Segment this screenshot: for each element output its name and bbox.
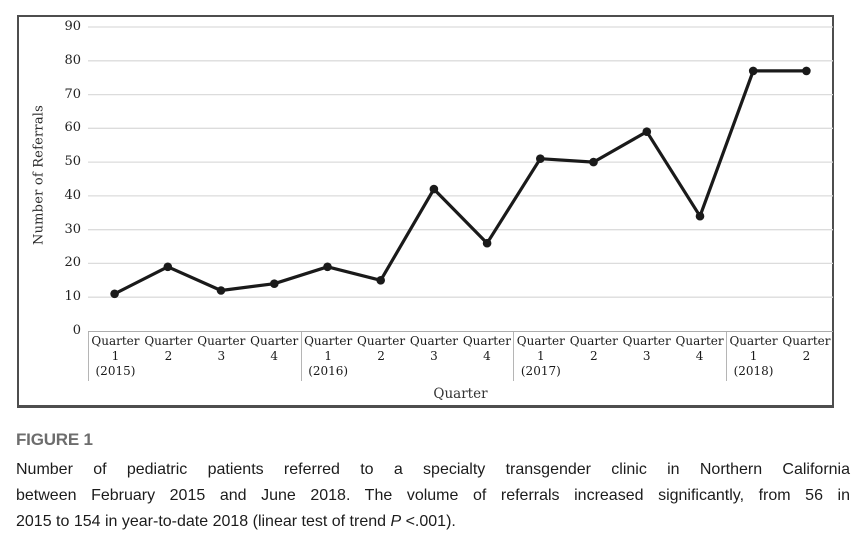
data-point <box>802 66 811 76</box>
data-point <box>216 286 226 295</box>
x-tick-line: Quarter <box>144 334 193 348</box>
x-tick-cell: Quarter 4 <box>460 332 513 381</box>
figure-caption-label: FIGURE 1 <box>16 430 93 449</box>
data-point <box>163 262 173 272</box>
caption-line-3: 2015 to 154 in year-to-date 2018 (linear… <box>16 512 456 530</box>
data-point <box>589 157 598 167</box>
x-tick-cell: Quarter 1 (2018) <box>726 332 780 381</box>
x-tick-line: Quarter <box>782 334 831 348</box>
x-tick-line: 1 <box>749 349 758 363</box>
y-tick-label: 40 <box>64 187 81 203</box>
data-point <box>642 127 652 136</box>
data-point <box>695 211 705 221</box>
figure-caption: FIGURE 1 Number of pediatric patients re… <box>16 430 850 534</box>
x-tick-cell: Quarter 2 <box>142 332 195 381</box>
caption-line-1: Number of pediatric patients referred to… <box>16 461 850 478</box>
x-tick-line: (2016) <box>308 364 349 378</box>
x-tick-cell: Quarter 4 <box>673 332 726 381</box>
x-tick-line: 4 <box>695 349 704 363</box>
data-point <box>429 184 439 194</box>
data-point <box>376 276 386 285</box>
data-point <box>482 238 492 248</box>
data-line <box>113 69 809 296</box>
x-tick-cell: Quarter 2 <box>780 332 833 381</box>
x-tick-cell: Quarter 1 (2017) <box>513 332 567 381</box>
x-tick-cell: Quarter 3 <box>195 332 248 381</box>
y-tick-label: 70 <box>64 86 81 102</box>
data-point <box>748 66 758 76</box>
x-tick-cell: Quarter 2 <box>355 332 408 381</box>
x-tick-line: Quarter <box>516 334 565 348</box>
x-tick-line: (2018) <box>733 364 774 378</box>
y-tick-label: 50 <box>64 154 81 170</box>
data-point <box>270 279 279 289</box>
x-tick-cell: Quarter 4 <box>248 332 301 381</box>
x-tick-line: 1 <box>111 349 120 363</box>
x-tick-line: Quarter <box>622 334 671 348</box>
y-axis-tick-labels: 0 10 20 30 40 50 60 70 80 90 <box>19 18 81 338</box>
x-tick-line: Quarter <box>569 334 618 348</box>
x-axis-title: Quarter <box>433 386 488 402</box>
y-tick-label: 0 <box>72 323 81 338</box>
x-tick-line: Quarter <box>675 334 724 348</box>
x-tick-cell: Quarter 3 <box>620 332 673 381</box>
y-tick-label: 90 <box>64 19 81 34</box>
y-tick-label: 10 <box>64 289 81 305</box>
y-tick-label: 20 <box>64 255 81 271</box>
y-tick-label: 80 <box>64 52 81 68</box>
x-tick-line: Quarter <box>250 334 299 348</box>
x-tick-line: 2 <box>589 349 598 363</box>
x-tick-line: Quarter <box>729 334 778 348</box>
data-point <box>110 289 119 299</box>
x-axis-tick-labels: Quarter 1 (2015) Quarter 2 Quarter 3 Quarter 4 Qu… <box>88 331 833 381</box>
x-tick-line: Quarter <box>197 334 246 348</box>
x-tick-line: Quarter <box>304 334 353 348</box>
x-tick-line: (2015) <box>95 364 136 378</box>
data-point <box>323 262 332 272</box>
x-tick-cell: Quarter 3 <box>408 332 461 381</box>
y-tick-label: 60 <box>64 120 81 136</box>
x-tick-line: 2 <box>377 349 385 363</box>
y-tick-label: 30 <box>64 221 81 237</box>
x-tick-line: Quarter <box>357 334 406 348</box>
x-tick-line: (2017) <box>520 364 561 378</box>
x-tick-line: 1 <box>324 349 332 363</box>
x-tick-line: 3 <box>642 349 651 363</box>
data-point <box>536 154 545 163</box>
x-tick-cell: Quarter 2 <box>567 332 620 381</box>
x-tick-line: 1 <box>537 349 545 363</box>
x-tick-line: 4 <box>483 349 491 363</box>
figure-caption-text: Number of pediatric patients referred to… <box>16 457 850 534</box>
x-tick-line: 2 <box>164 349 173 363</box>
line-chart <box>88 26 833 299</box>
x-tick-line: 3 <box>430 349 438 363</box>
x-tick-line: Quarter <box>409 334 459 348</box>
x-tick-line: Quarter <box>91 334 140 348</box>
caption-line-2: between February 2015 and June 2018. The… <box>16 486 850 504</box>
x-tick-line: 2 <box>802 349 811 363</box>
x-tick-line: 3 <box>217 349 226 363</box>
x-tick-line: Quarter <box>462 334 511 348</box>
p-value-symbol: P <box>390 512 402 530</box>
chart-panel: Number of Referrals 0 10 20 30 40 50 60 70 80 90 … <box>17 15 834 408</box>
x-tick-cell: Quarter 1 (2015) <box>88 332 142 381</box>
x-tick-line: 4 <box>270 349 279 363</box>
x-tick-cell: Quarter 1 (2016) <box>300 332 355 381</box>
